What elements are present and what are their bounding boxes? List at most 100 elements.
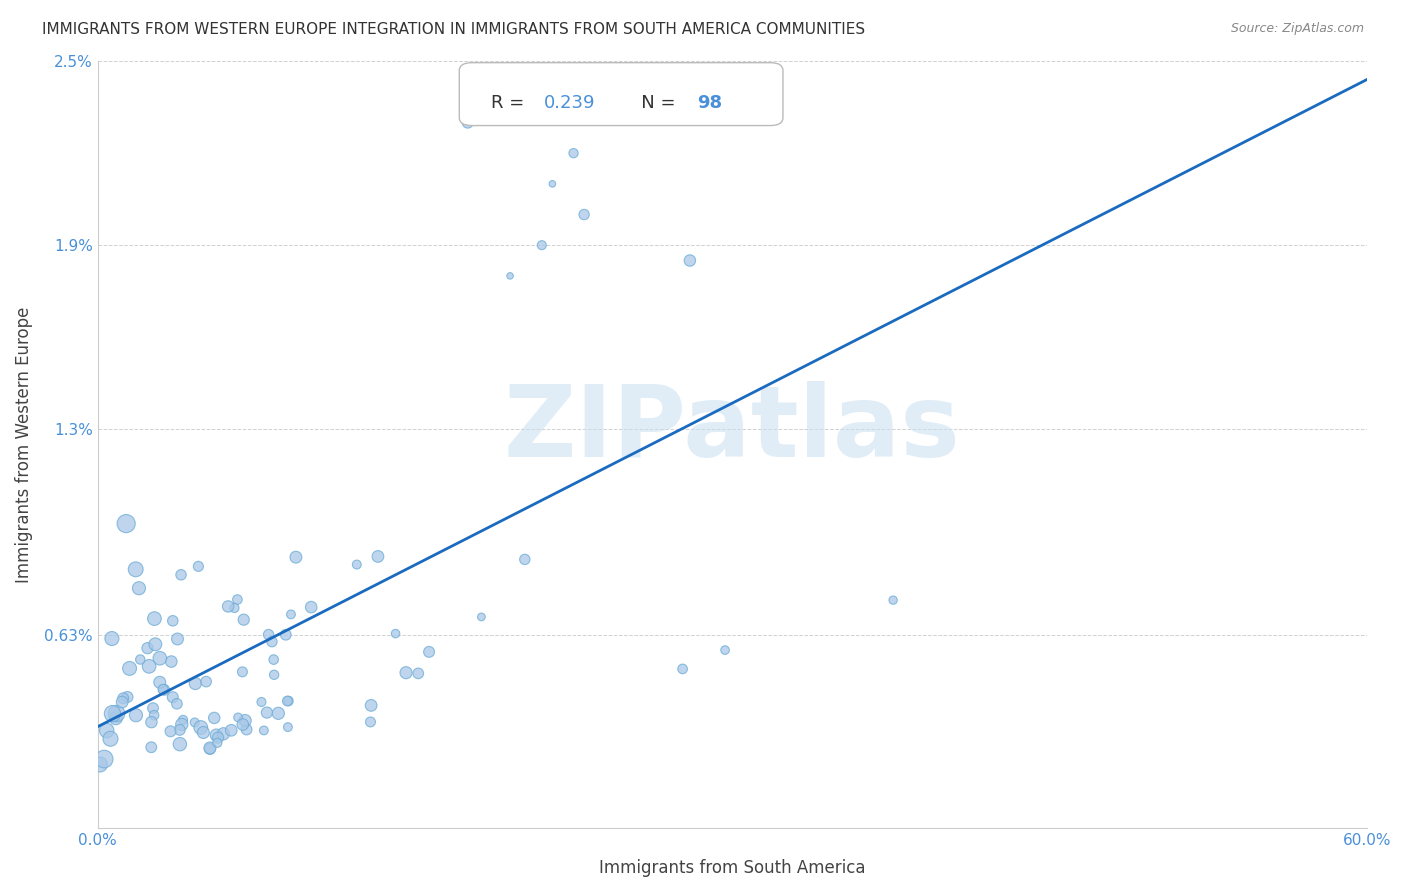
Point: [169, 737, 191, 751]
Y-axis label: Immigrants from Western Europe: Immigrants from Western Europe: [15, 306, 32, 582]
Point: [277, 720, 299, 734]
Point: [152, 682, 174, 697]
Point: [162, 614, 184, 628]
Point: [162, 690, 184, 705]
Point: [226, 710, 249, 724]
Point: [136, 641, 159, 656]
Point: [572, 207, 595, 221]
Point: [184, 676, 207, 690]
Point: [217, 599, 239, 614]
Point: [198, 741, 221, 756]
Point: [195, 674, 218, 689]
Point: [193, 725, 215, 739]
Point: [367, 549, 389, 564]
Point: [141, 715, 163, 730]
Point: [101, 632, 124, 646]
Text: N =: N =: [624, 95, 682, 112]
Point: [149, 651, 172, 665]
Point: [714, 643, 737, 657]
Text: Source: ZipAtlas.com: Source: ZipAtlas.com: [1230, 22, 1364, 36]
X-axis label: Immigrants from South America: Immigrants from South America: [599, 859, 866, 877]
Point: [360, 698, 382, 713]
Point: [274, 628, 297, 642]
Point: [233, 714, 256, 728]
Point: [93, 752, 115, 766]
Point: [105, 706, 128, 721]
Point: [346, 558, 368, 572]
Point: [128, 581, 150, 595]
Text: 0.239: 0.239: [544, 95, 596, 112]
Point: [170, 567, 193, 582]
Point: [166, 697, 188, 711]
Point: [257, 627, 280, 641]
Point: [224, 601, 246, 615]
Point: [406, 666, 429, 681]
Point: [166, 632, 188, 646]
Point: [205, 728, 228, 742]
Point: [253, 723, 276, 738]
Point: [143, 637, 166, 651]
Point: [530, 238, 553, 252]
Point: [232, 717, 254, 731]
Point: [187, 559, 209, 574]
Point: [160, 655, 183, 669]
Point: [202, 711, 225, 725]
Point: [101, 706, 124, 721]
Point: [276, 694, 298, 708]
Text: IMMIGRANTS FROM WESTERN EUROPE INTEGRATION IN IMMIGRANTS FROM SOUTH AMERICA COMM: IMMIGRANTS FROM WESTERN EUROPE INTEGRATI…: [42, 22, 865, 37]
Point: [143, 611, 166, 625]
Point: [360, 714, 382, 729]
Point: [260, 634, 283, 648]
Point: [142, 701, 165, 715]
Point: [96, 723, 118, 738]
Point: [231, 665, 253, 679]
Point: [117, 690, 139, 704]
Point: [284, 550, 307, 565]
Point: [541, 177, 564, 191]
Point: [207, 731, 229, 745]
Point: [418, 645, 440, 659]
Point: [125, 708, 148, 723]
Point: [198, 742, 221, 756]
Point: [513, 552, 536, 566]
Point: [232, 613, 254, 627]
Text: R =: R =: [491, 95, 530, 112]
Point: [169, 723, 191, 737]
Point: [118, 661, 141, 675]
Point: [299, 600, 322, 615]
Point: [384, 626, 406, 640]
Point: [141, 740, 163, 755]
Point: [115, 516, 138, 531]
Point: [219, 723, 242, 738]
Point: [112, 691, 135, 706]
Point: [153, 682, 176, 697]
Point: [250, 695, 273, 709]
Point: [89, 757, 111, 772]
Point: [263, 652, 285, 666]
Point: [226, 592, 249, 607]
Point: [125, 562, 148, 576]
Point: [267, 706, 290, 721]
Point: [172, 713, 194, 727]
Point: [470, 610, 492, 624]
Point: [190, 721, 212, 735]
Point: [263, 667, 285, 681]
Point: [104, 711, 127, 725]
Point: [235, 723, 257, 737]
Point: [395, 665, 418, 680]
FancyBboxPatch shape: [460, 62, 783, 126]
Point: [256, 706, 278, 720]
Point: [882, 593, 904, 607]
Point: [562, 146, 585, 161]
Text: 98: 98: [696, 95, 721, 112]
Point: [277, 694, 299, 708]
Point: [100, 731, 122, 746]
Point: [138, 659, 160, 673]
Point: [149, 675, 172, 690]
Point: [159, 724, 181, 739]
Text: ZIPatlas: ZIPatlas: [503, 381, 960, 478]
Point: [212, 727, 235, 741]
Point: [183, 715, 205, 730]
Point: [679, 253, 702, 268]
Point: [499, 268, 522, 283]
